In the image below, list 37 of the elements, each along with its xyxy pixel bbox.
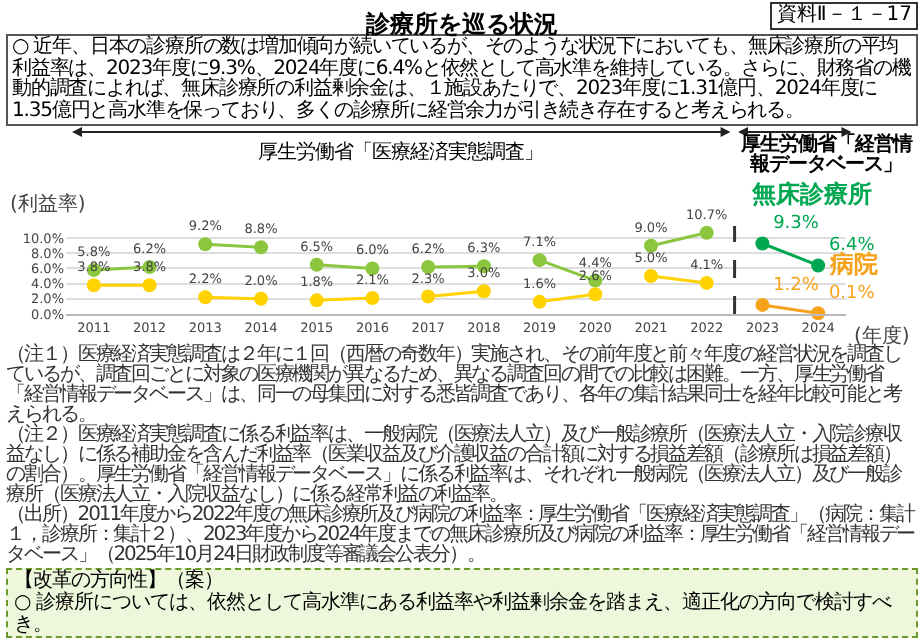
point [755,236,770,251]
text: 厚生労働省「医療経済実態調査」 [255,142,545,164]
data-label: 0.1% [828,283,876,304]
point [309,257,324,272]
text: ○ 診療所については、依然として高水準にある利益率や利益剰余金を踏まえ、適正化の方向で検討すべき。 [14,592,894,636]
data-label: 9.3% [773,214,820,235]
text: （出所）2011年度から2022年度の無床診療所及び病院の利益率：厚生労働省「医療経済実態調査」（病院：集計１，診療所：集計２）、2023年度から2024年度までの無床診療所及び病院の利益率：厚生労働省「経営情報データベース」（2025年10月24日財政制度等審議会公表分）。 [6,504,918,566]
point [421,259,436,274]
point [699,275,714,290]
point [365,291,380,306]
chart-title: 診療所を巡る状況 [366,10,558,38]
point [309,293,324,308]
point [532,294,547,309]
text: ○ 近年、日本の診療所の数は増加傾向が続いているが、そのような状況下においても、無床診療所の平均利益率は、2023年度に9.3%、2024年度に6.4%と依然として高水準を維持している。さらに、財務省の機動的調査によれば、無床診療所の利益剰余金は、１施設あたりで、2023年度に1.31億円、2024年度に1.35億円と高水準を保っており、多くの診療所に経営余力が引き続き存在すると考えられる。 [6,34,918,126]
data-label: 1.2% [773,275,820,296]
point [421,289,436,304]
point [254,291,268,306]
text: 【改革の方向性】（案） [14,570,225,592]
point [811,258,826,273]
series-label: 無床診療所 [750,180,872,208]
point [644,238,658,253]
point [532,253,547,268]
point [142,278,157,293]
point [644,269,658,284]
point [699,225,714,240]
text: 厚生労働省「経営情報データベース」 [738,134,914,176]
point [588,287,603,302]
y-axis-title: (利益率) [10,192,86,216]
text: （注１）医療経済実態調査は２年に１回（西暦の奇数年）実施され、その前年度と前々年度の経営状況を調査しているが、調査回ごとに対象の医療機関が異なるため、異なる調査回の間での比較は困難。一方、厚生労働省「経営情報データベース」は、同一の母集団に対する悉皆調査であり、各年の集計結果同士を経年比較可能と考えられる。 [6,344,903,426]
point [198,237,213,252]
point [254,240,268,255]
text: 資料Ⅱ－１－17 [770,2,918,30]
point [755,297,770,312]
point [476,284,491,299]
point [86,278,101,293]
point [198,290,213,305]
text: （注２）医療経済実態調査に係る利益率は、一般病院（医療法人立）及び一般診療所（医療法人立・入院診療収益なし）に係る補助金を含んだ利益率（医業収益及び介護収益の合計額に対する損益差額（診療所は損益差額）の割合）。厚生労働省「経営情報データベース」に係る利益率は、それぞれ一般病院（医療法人立）及び一般診療所（医療法人立・入院収益なし）に係る経常利益の利益率。 [6,424,902,506]
